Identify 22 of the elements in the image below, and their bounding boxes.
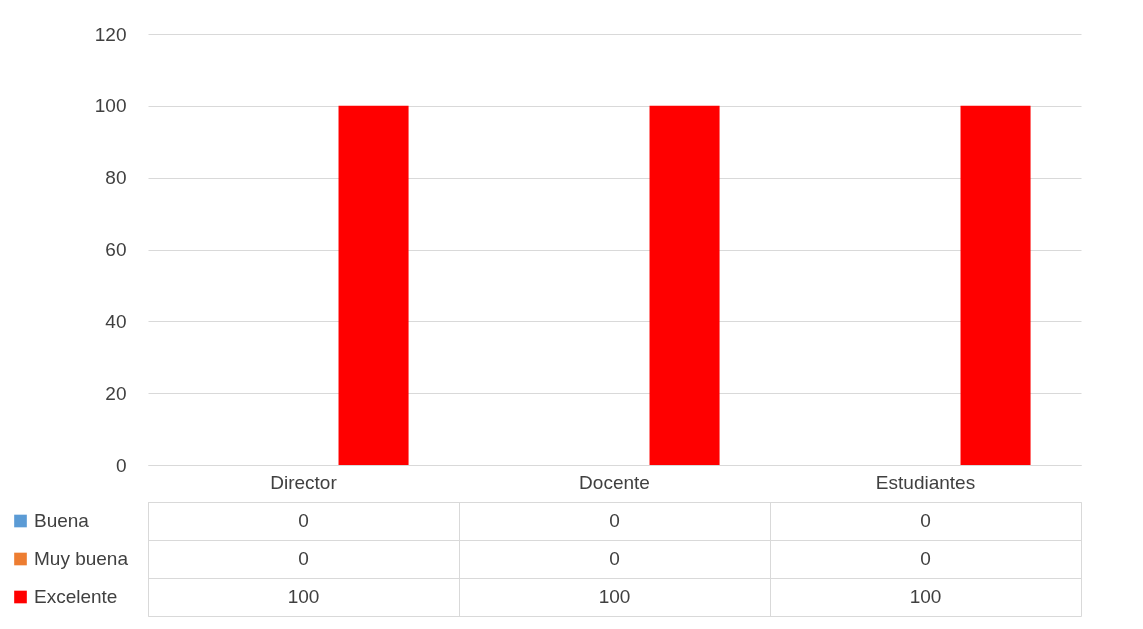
data-label: 0 <box>920 548 931 569</box>
data-label: 100 <box>909 586 942 607</box>
x-tick-label: Docente <box>579 471 650 493</box>
data-label: 100 <box>287 586 320 607</box>
data-label: 0 <box>920 510 931 531</box>
legend-label: Buena <box>34 510 90 531</box>
data-label: 0 <box>298 548 309 569</box>
data-label: 0 <box>609 510 620 531</box>
legend-label: Excelente <box>34 586 118 607</box>
y-tick-label: 120 <box>94 23 127 45</box>
y-tick-label: 40 <box>105 310 127 332</box>
y-tick-label: 0 <box>115 454 127 476</box>
legend-label: Muy buena <box>34 548 129 569</box>
data-label: 100 <box>598 586 631 607</box>
y-tick-label: 80 <box>105 167 127 189</box>
data-label: 0 <box>609 548 620 569</box>
x-tick-label: Director <box>270 471 338 493</box>
x-tick-label: Estudiantes <box>875 471 976 493</box>
y-tick-label: 60 <box>105 239 127 260</box>
y-tick-label: 100 <box>94 95 127 117</box>
data-label: 0 <box>298 510 309 531</box>
y-tick-label: 20 <box>105 382 127 404</box>
